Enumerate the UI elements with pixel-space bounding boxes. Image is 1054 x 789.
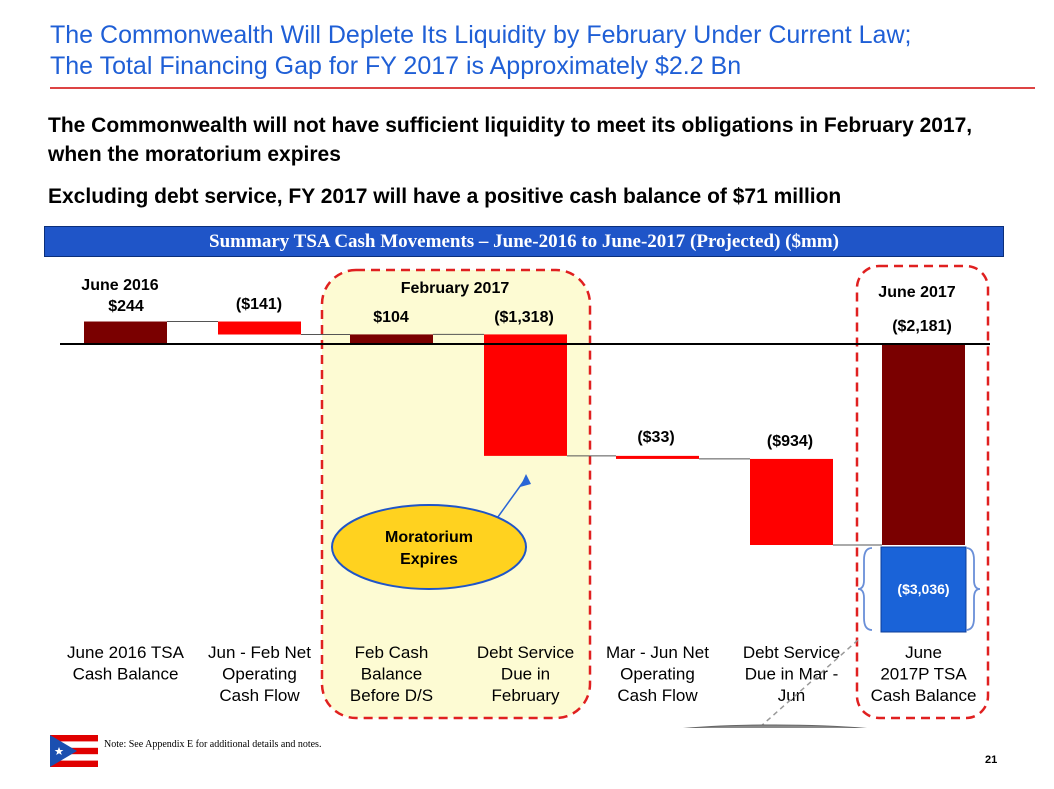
slide-title-line1: The Commonwealth Will Deplete Its Liquid… [50,21,912,49]
category-label: Mar - Jun Net Operating Cash Flow [606,643,709,705]
data-label: ($141) [236,296,282,313]
key-message-2: Excluding debt service, FY 2017 will hav… [48,185,842,208]
scenario-note-ellipse [683,724,867,728]
data-label: ($1,318) [494,309,554,326]
bar-4 [484,334,567,456]
data-label: $244 [108,298,144,315]
group-label: June 2016 [81,277,158,294]
bar-3 [350,334,433,344]
bar-2 [218,321,301,335]
slide-title: The Commonwealth Will Deplete Its Liquid… [50,20,1040,82]
chart-banner: Summary TSA Cash Movements – June-2016 t… [44,226,1004,257]
category-label: Debt Service Due in February [477,643,574,705]
waterfall-chart: ($3,036) $244 ($141) $104 ($1,318) ($33) ($934… [60,264,990,728]
category-label: June 2016 TSA Cash Balance [67,643,185,684]
slide-title-line2: The Total Financing Gap for FY 2017 is A… [50,52,742,80]
bar-1 [84,321,167,344]
category-label: June 2017P TSA Cash Balance [871,643,977,705]
left-brace [857,547,873,631]
callout-ellipse [331,504,527,590]
scenario-value-label: ($3,036) [897,581,949,597]
note-pointer [759,639,859,728]
footnote: Note: See Appendix E for additional deta… [104,739,322,750]
june-2017-highlight-box [855,264,990,720]
page-number: 21 [985,754,998,766]
category-label: Jun - Feb Net Operating Cash Flow [208,643,311,705]
puerto-rico-flag-icon [50,735,98,767]
right-brace [965,547,981,631]
key-message-1: The Commonwealth will not have sufficien… [48,114,973,166]
data-label: $104 [373,309,409,326]
data-label: ($33) [637,429,674,446]
bar-6 [750,458,833,545]
callout-arrow-head [520,474,531,487]
title-divider [50,87,1035,89]
group-label: February 2017 [401,280,510,297]
bar-7 [882,344,965,545]
group-label: June 2017 [878,284,955,301]
callout-pointer [494,477,527,522]
data-label: ($934) [767,433,813,450]
category-label: Feb Cash Balance Before D/S [350,643,433,705]
bar-5 [616,455,699,459]
callout-text: Moratorium Expires [385,529,473,568]
scenario-bar [880,546,967,633]
data-label: ($2,181) [892,318,952,335]
category-label: Debt Service Due in Mar -Jun [743,643,840,705]
